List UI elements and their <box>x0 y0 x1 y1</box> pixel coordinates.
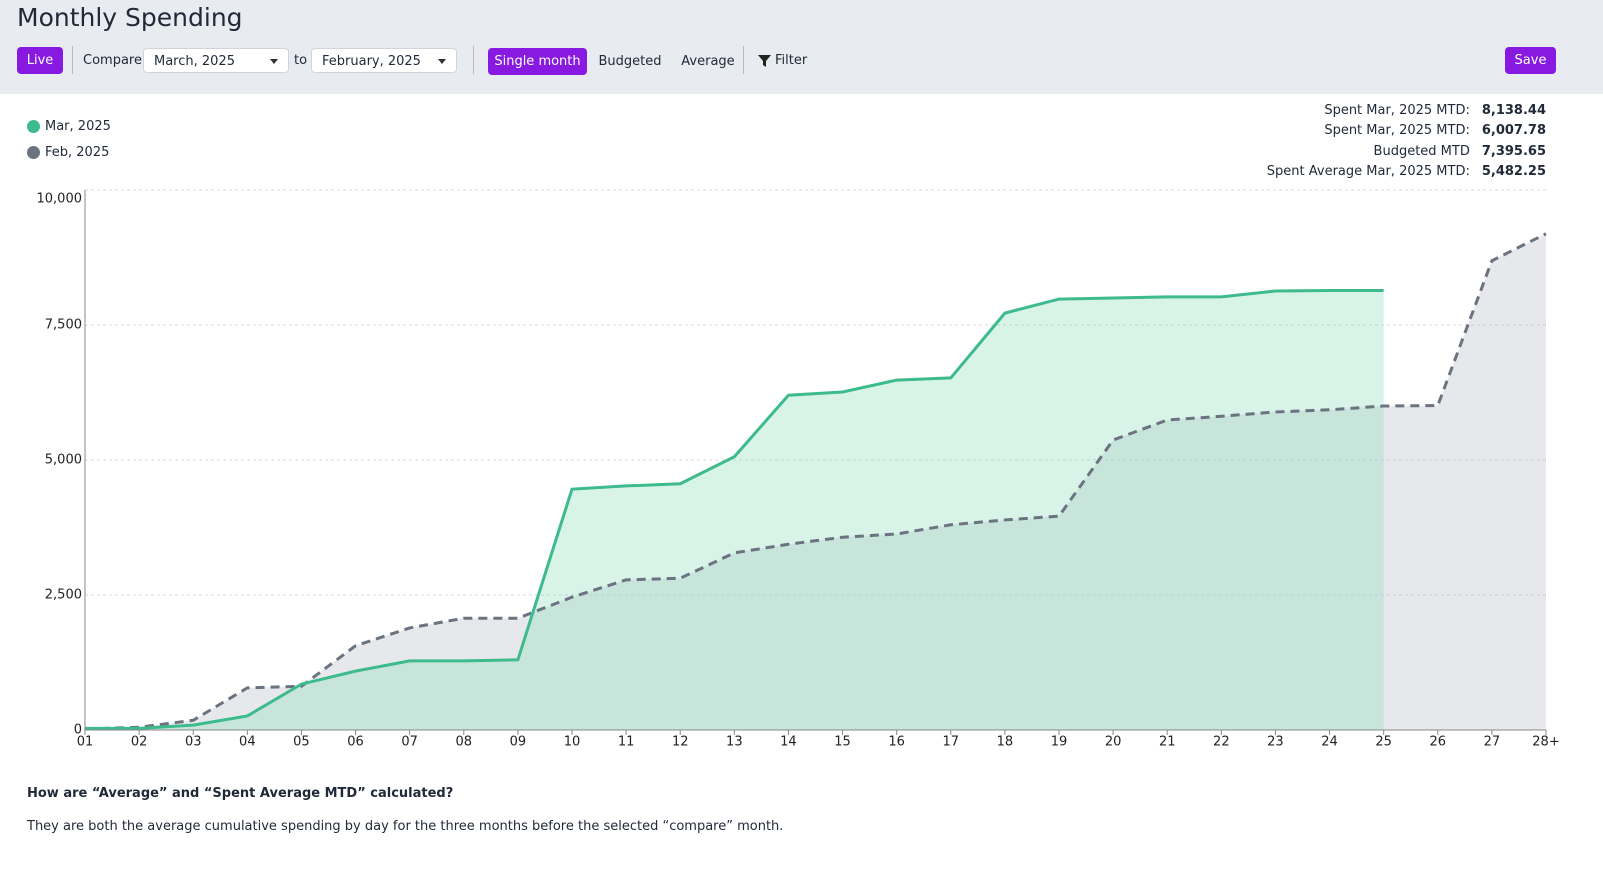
to-month-select[interactable]: February, 2025 <box>311 48 457 73</box>
x-tick-label: 07 <box>401 735 418 750</box>
x-tick-label: 20 <box>1105 735 1122 750</box>
separator <box>743 46 744 74</box>
mode-button[interactable]: Single month <box>488 48 587 75</box>
x-tick-label: 11 <box>618 735 635 750</box>
x-tick-label: 05 <box>293 735 310 750</box>
x-tick-label: 04 <box>239 735 256 750</box>
x-tick-label: 06 <box>347 735 364 750</box>
x-tick-label: 27 <box>1484 735 1501 750</box>
chart: 02,5005,0007,50010,000010203040506070809… <box>0 94 1603 764</box>
x-tick-label: 02 <box>131 735 148 750</box>
x-tick-label: 09 <box>510 735 527 750</box>
page-title: Monthly Spending <box>17 3 243 32</box>
x-tick-label: 08 <box>456 735 473 750</box>
x-tick-label: 25 <box>1375 735 1392 750</box>
y-tick-label: 10,000 <box>37 192 83 207</box>
x-tick-label: 26 <box>1430 735 1447 750</box>
from-month-select[interactable]: March, 2025 <box>143 48 289 73</box>
y-tick-label: 7,500 <box>45 318 82 333</box>
save-button[interactable]: Save <box>1505 47 1556 74</box>
mode-button[interactable]: Budgeted <box>595 48 665 75</box>
x-tick-label: 24 <box>1321 735 1338 750</box>
y-tick-label: 5,000 <box>45 453 82 468</box>
x-tick-label: 21 <box>1159 735 1176 750</box>
x-tick-label: 01 <box>77 735 94 750</box>
x-tick-label: 17 <box>943 735 960 750</box>
x-tick-label: 23 <box>1267 735 1284 750</box>
to-label: to <box>294 53 307 68</box>
mode-button[interactable]: Average <box>678 48 738 75</box>
x-tick-label: 18 <box>997 735 1014 750</box>
x-tick-label: 16 <box>888 735 905 750</box>
x-tick-label: 15 <box>834 735 851 750</box>
faq-question: How are “Average” and “Spent Average MTD… <box>27 786 453 801</box>
area <box>85 291 1384 730</box>
live-button[interactable]: Live <box>17 47 63 74</box>
filter-icon <box>758 54 771 67</box>
separator <box>72 46 73 74</box>
y-tick-label: 2,500 <box>45 588 82 603</box>
x-tick-label: 28+ <box>1532 735 1559 750</box>
x-tick-label: 22 <box>1213 735 1230 750</box>
separator <box>473 46 474 74</box>
x-tick-label: 13 <box>726 735 743 750</box>
x-tick-label: 19 <box>1051 735 1068 750</box>
filter-button[interactable]: Filter <box>775 53 807 68</box>
compare-label: Compare <box>83 53 142 68</box>
x-tick-label: 12 <box>672 735 689 750</box>
x-tick-label: 03 <box>185 735 202 750</box>
faq-answer: They are both the average cumulative spe… <box>27 819 783 834</box>
x-tick-label: 14 <box>780 735 797 750</box>
x-tick-label: 10 <box>564 735 581 750</box>
